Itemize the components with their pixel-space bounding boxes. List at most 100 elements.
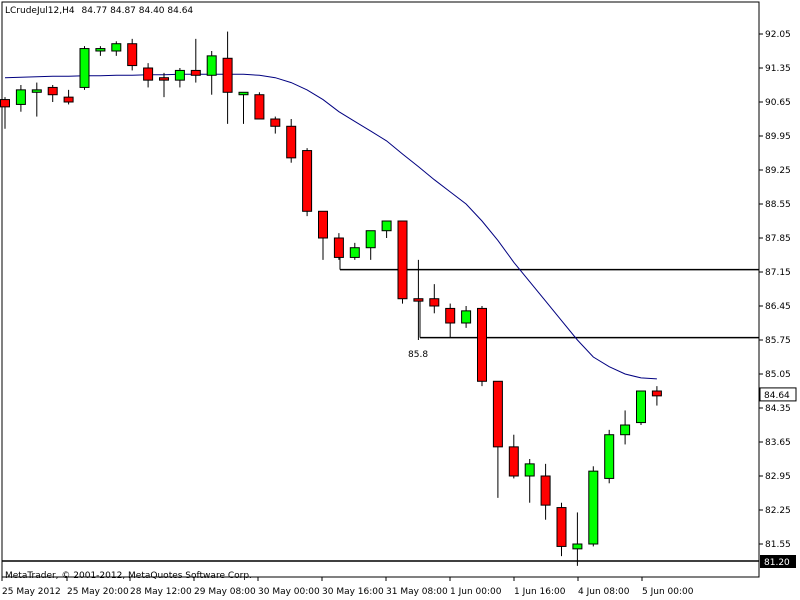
candle — [620, 410, 631, 445]
candle — [604, 429, 615, 484]
price-tick-label: 82.25 — [765, 506, 791, 516]
price-tick-label: 82.95 — [765, 472, 791, 482]
candle — [143, 63, 154, 88]
level-annotation: 85.8 — [408, 350, 428, 360]
price-tick-label: 85.05 — [765, 370, 791, 380]
candle — [31, 82, 42, 117]
time-tick-label: 5 Jun 00:00 — [642, 587, 694, 597]
price-tick-label: 85.75 — [765, 336, 791, 346]
time-tick-label: 1 Jun 16:00 — [514, 587, 566, 597]
candle — [429, 284, 440, 314]
candle-body — [556, 507, 567, 547]
candle — [508, 434, 519, 479]
candle — [63, 89, 74, 105]
time-axis: 25 May 2012 25 May 20:00 28 May 12:00 29 Ma… — [1, 577, 694, 597]
candle-body — [540, 475, 551, 506]
candle — [286, 119, 297, 163]
candle — [572, 512, 583, 566]
price-tick-label: 84.35 — [765, 404, 791, 414]
candle-body — [588, 470, 599, 545]
candle — [174, 68, 185, 88]
candle-body — [349, 247, 360, 258]
candle-body — [318, 210, 328, 239]
price-tick-label: 92.05 — [765, 30, 791, 40]
candle — [302, 148, 313, 217]
candle-body — [159, 77, 169, 81]
moving-average-line — [4, 73, 657, 380]
time-tick-label: 28 May 12:00 — [130, 587, 192, 597]
candle-body — [0, 99, 10, 108]
candle — [333, 233, 344, 260]
price-tick-label: 89.95 — [765, 132, 791, 142]
candles-layer — [0, 31, 662, 566]
candle-body — [31, 89, 42, 93]
candle — [79, 46, 90, 90]
candle-body — [63, 96, 74, 103]
time-tick-label: 1 Jun 00:00 — [450, 587, 502, 597]
candle — [492, 380, 503, 498]
candle — [15, 85, 26, 112]
candle — [381, 220, 392, 238]
candle — [159, 72, 169, 98]
candle — [365, 230, 376, 260]
candle-body — [397, 220, 408, 300]
candle — [254, 92, 265, 120]
time-tick-label: 25 May 2012 — [2, 587, 61, 597]
candle-body — [572, 543, 583, 550]
candle — [47, 85, 58, 102]
plot-border — [1, 1, 760, 578]
candle — [127, 38, 138, 71]
candle — [0, 97, 10, 129]
candle — [524, 459, 535, 503]
bottom-level-label: 81.20 — [764, 558, 790, 568]
candle-body — [206, 55, 217, 76]
candle-body — [286, 125, 297, 159]
price-tick-label: 90.65 — [765, 98, 791, 108]
ohlc-values: 84.77 84.87 84.40 84.64 — [82, 6, 194, 16]
moving-average-layer — [4, 73, 657, 380]
candle-body — [620, 424, 631, 436]
time-tick-label: 30 May 00:00 — [258, 587, 320, 597]
candle — [588, 466, 599, 547]
candle-body — [127, 43, 138, 67]
time-tick-label: 4 Jun 08:00 — [578, 587, 630, 597]
candle-body — [79, 48, 90, 88]
candle-body — [95, 48, 106, 52]
price-tick-label: 81.55 — [765, 540, 791, 550]
candle — [206, 51, 217, 95]
candle-body — [365, 230, 376, 249]
candle-body — [174, 69, 185, 81]
candle-body — [429, 298, 440, 307]
candle — [556, 502, 567, 557]
candle — [540, 463, 551, 520]
current-price-label: 84.64 — [764, 391, 790, 401]
candle-body — [254, 94, 265, 120]
candle — [477, 306, 487, 387]
candle-body — [445, 307, 456, 324]
chart-header: LCrudeJul12,H4 84.77 84.87 84.40 84.64 — [5, 6, 193, 16]
candle-body — [15, 89, 26, 105]
price-tick-label: 88.55 — [765, 200, 791, 210]
candle — [238, 91, 249, 124]
horizontal-levels — [2, 257, 759, 562]
candle — [413, 259, 424, 340]
candle — [461, 306, 472, 328]
price-tick-label: 83.65 — [765, 438, 791, 448]
candle — [349, 242, 360, 260]
candle-body — [143, 67, 154, 81]
candle-body — [492, 380, 503, 448]
candle — [318, 210, 328, 260]
copyright-text: MetaTrader, © 2001-2012, MetaQuotes Soft… — [5, 571, 252, 581]
candle — [190, 38, 201, 83]
candle-body — [461, 310, 472, 324]
candle — [397, 220, 408, 304]
candle-body — [636, 390, 646, 424]
bottom-level-marker — [760, 555, 796, 568]
candle-body — [47, 86, 58, 96]
candle — [651, 386, 662, 406]
candle — [222, 31, 233, 124]
candle-body — [413, 298, 424, 302]
price-tick-label: 91.35 — [765, 64, 791, 74]
